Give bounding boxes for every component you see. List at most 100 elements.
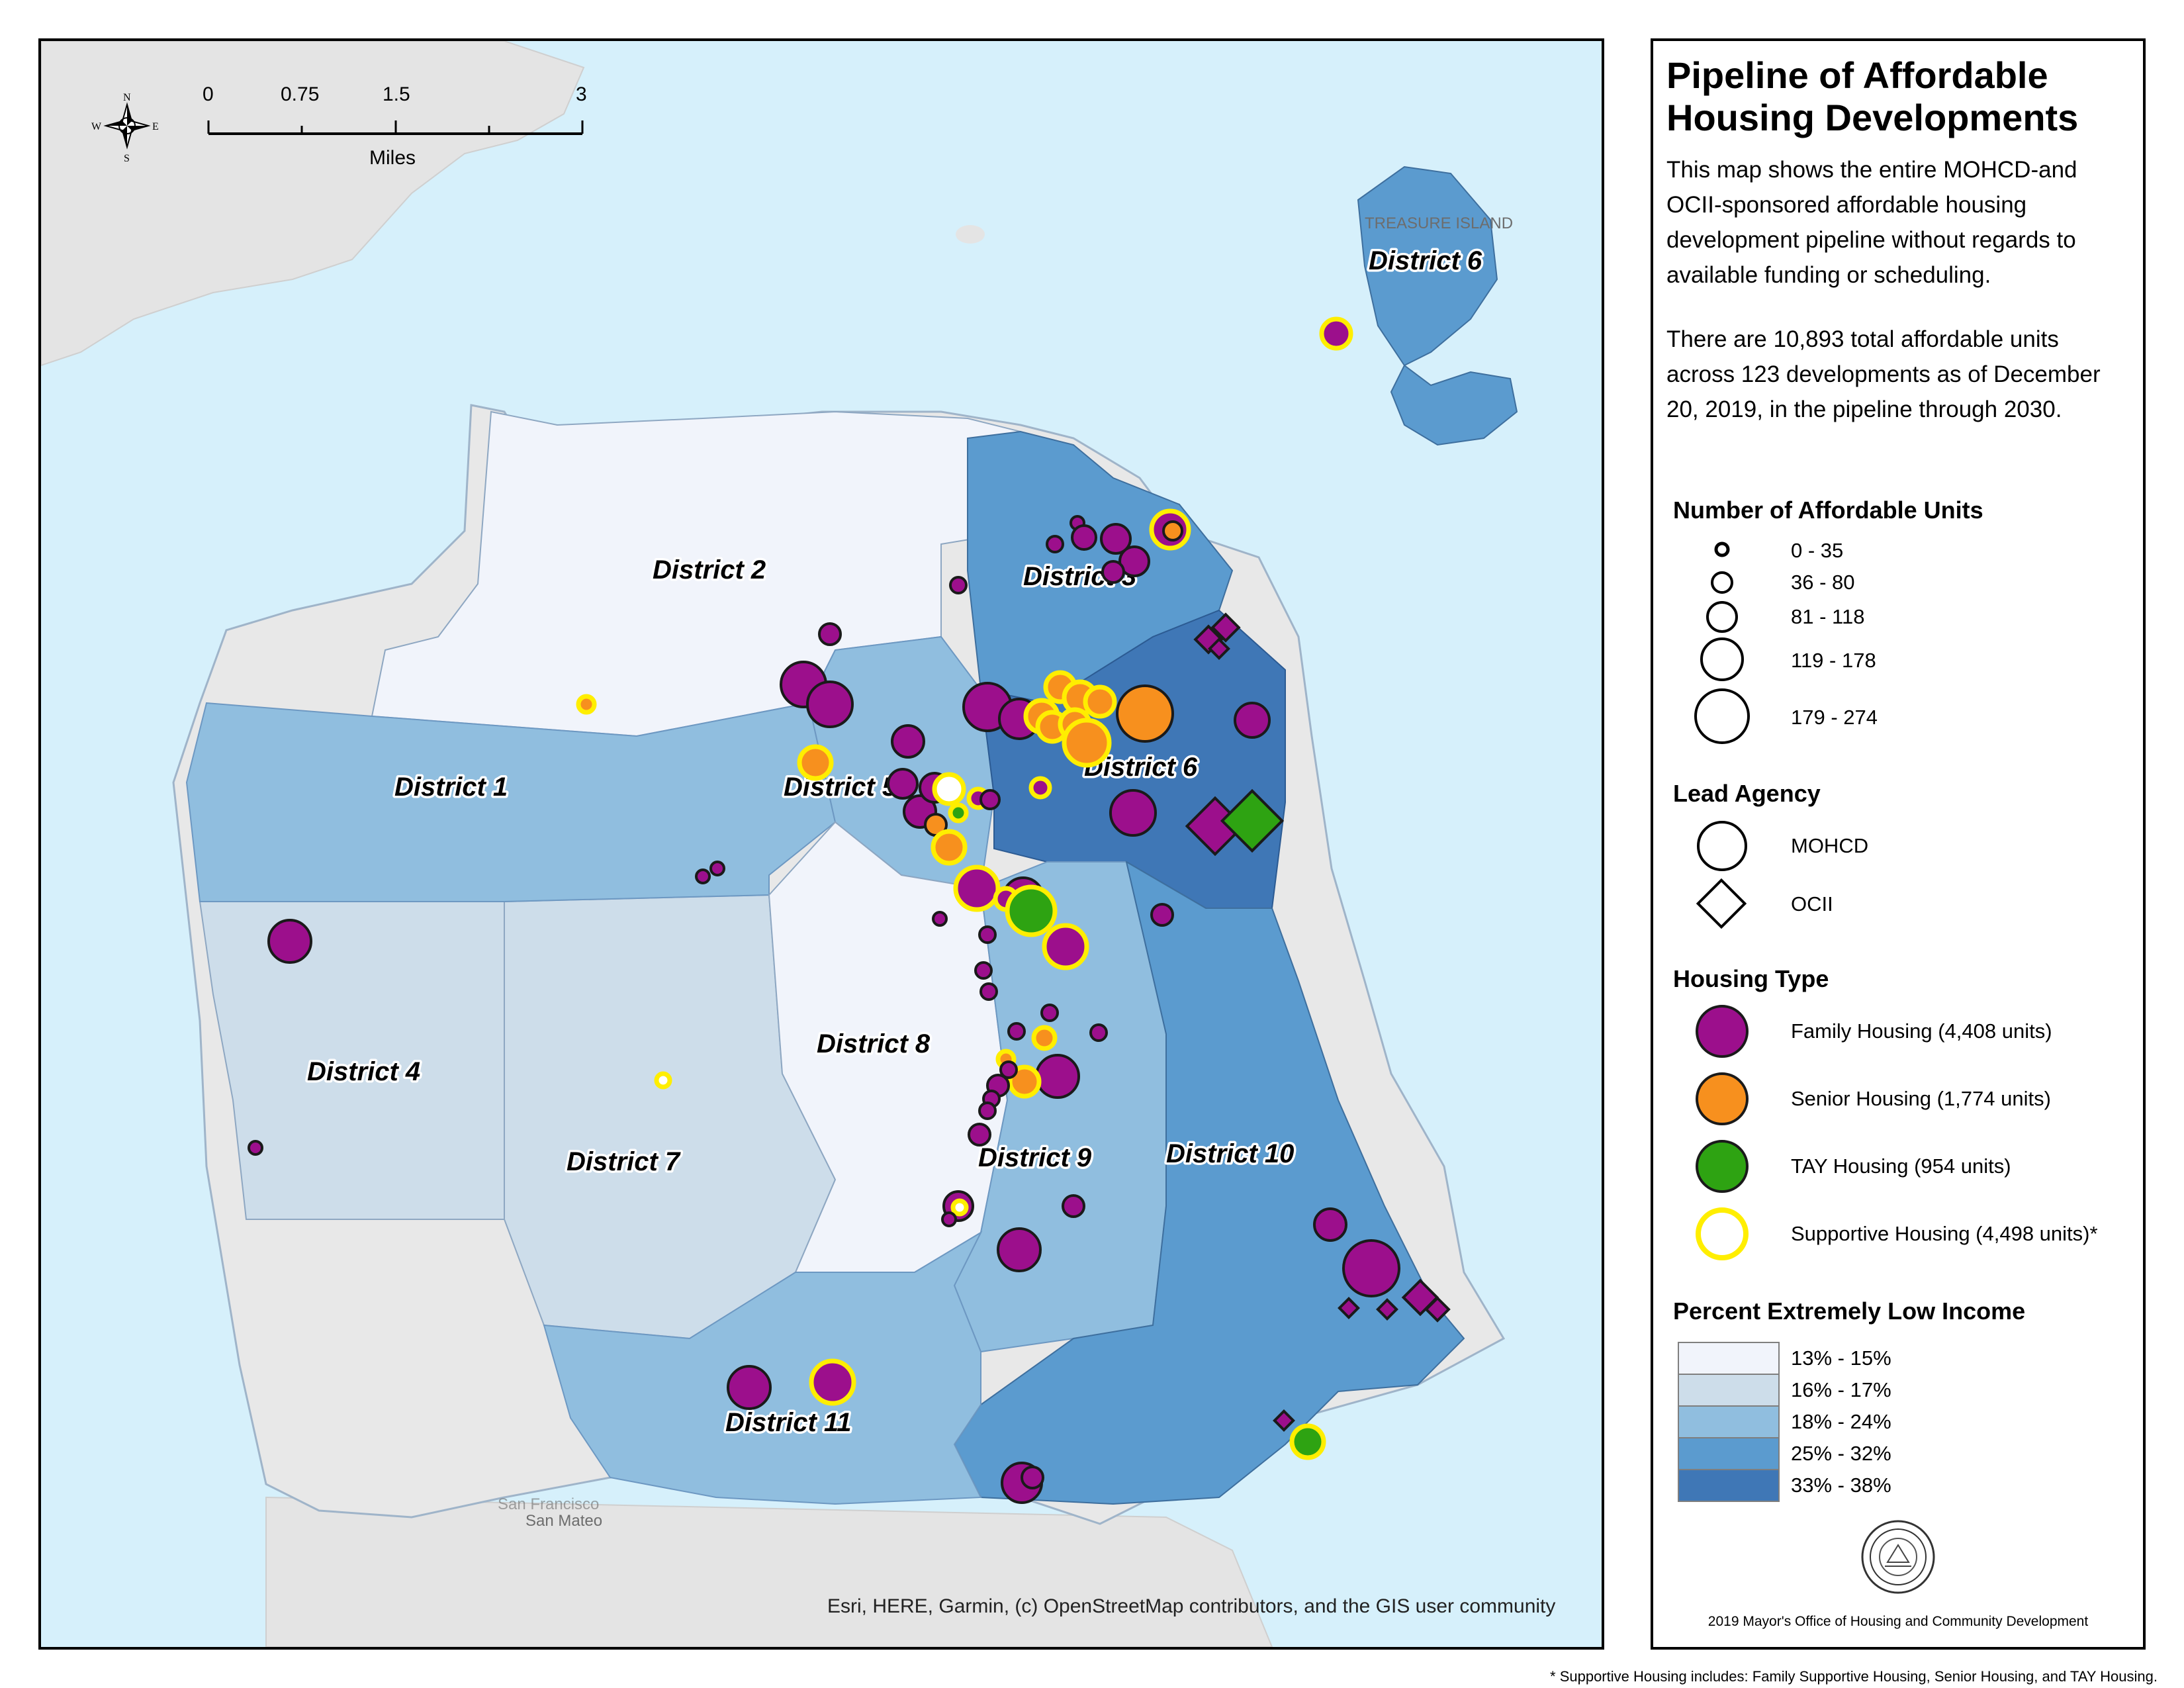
- development-marker-family-44[interactable]: [695, 868, 711, 884]
- eli-swatch-2: [1678, 1374, 1780, 1407]
- district-label-5: District 5: [784, 773, 897, 802]
- development-marker-family-74[interactable]: [1062, 1194, 1085, 1218]
- development-marker-family-54[interactable]: [267, 919, 312, 964]
- development-marker-family-82[interactable]: [727, 1365, 772, 1410]
- compass-rose-icon: N S E W: [91, 92, 159, 164]
- eli-class-2: 16% - 17%: [1791, 1378, 1891, 1401]
- development-marker-family-70[interactable]: [248, 1140, 263, 1156]
- units-size-119-178: [1700, 637, 1744, 681]
- development-marker-family-56[interactable]: [979, 982, 998, 1001]
- development-marker-family-75[interactable]: [1313, 1207, 1347, 1242]
- development-marker-senior-30[interactable]: [797, 744, 834, 781]
- development-marker-family-58[interactable]: [1007, 1022, 1026, 1041]
- district-10: [953, 860, 1465, 1505]
- development-marker-family-14[interactable]: [891, 724, 925, 759]
- development-markers[interactable]: [248, 316, 1451, 1504]
- development-marker-family-76[interactable]: [997, 1227, 1042, 1272]
- development-marker-family-10[interactable]: [949, 576, 968, 594]
- development-marker-family-37[interactable]: [979, 789, 1001, 810]
- eli-class-1: 13% - 15%: [1791, 1346, 1891, 1370]
- development-marker-supportive-34[interactable]: [932, 772, 966, 806]
- development-marker-supportive-72[interactable]: [950, 1198, 969, 1217]
- development-marker-family-5[interactable]: [1100, 523, 1132, 555]
- development-marker-family-55[interactable]: [974, 961, 993, 980]
- units-class-2: 36 - 80: [1791, 571, 1855, 594]
- san-francisco-basemap-label: San Francisco: [498, 1495, 599, 1513]
- development-marker-family-57[interactable]: [1040, 1004, 1059, 1022]
- development-marker-family-68[interactable]: [968, 1123, 991, 1147]
- development-marker-family-7[interactable]: [1101, 560, 1125, 584]
- development-marker-tay-43[interactable]: [1220, 788, 1285, 853]
- development-marker-family-13[interactable]: [806, 680, 854, 728]
- legend-panel: Pipeline of Affordable Housing Developme…: [1651, 38, 2146, 1650]
- development-marker-senior-63[interactable]: [1007, 1064, 1042, 1099]
- development-marker-senior-20[interactable]: [1083, 684, 1117, 719]
- development-marker-family-78[interactable]: [1338, 1297, 1360, 1319]
- legend-description: This map shows the entire MOHCD-and OCII…: [1666, 157, 2077, 288]
- housing-tay-label: TAY Housing (954 units): [1791, 1154, 2011, 1178]
- development-marker-senior-24[interactable]: [1116, 684, 1174, 743]
- eli-section-title: Percent Extremely Low Income: [1673, 1297, 2026, 1325]
- development-marker-senior-23[interactable]: [1062, 718, 1112, 768]
- eli-class-5: 33% - 38%: [1791, 1474, 1891, 1497]
- development-marker-family-73[interactable]: [941, 1211, 957, 1227]
- development-marker-family-26[interactable]: [1210, 612, 1241, 643]
- treasure-island: [1357, 165, 1498, 367]
- development-marker-family-52[interactable]: [978, 925, 997, 944]
- development-marker-family-87[interactable]: [1021, 1466, 1044, 1489]
- development-marker-family-25[interactable]: [1234, 702, 1271, 739]
- treasure-island-basemap-label: TREASURE ISLAND: [1365, 214, 1513, 232]
- development-marker-family-6[interactable]: [1118, 545, 1150, 577]
- development-marker-tay-35[interactable]: [948, 802, 969, 823]
- development-marker-family-31[interactable]: [887, 768, 919, 800]
- housing-section-title: Housing Type: [1673, 965, 1829, 992]
- housing-senior-label: Senior Housing (1,774 units): [1791, 1087, 2051, 1110]
- district-label-8: District 8: [817, 1029, 931, 1058]
- development-marker-family-79[interactable]: [1376, 1298, 1398, 1321]
- development-marker-family-81[interactable]: [1424, 1296, 1451, 1323]
- scale-unit: Miles: [369, 147, 416, 169]
- development-marker-family-51[interactable]: [932, 911, 948, 927]
- san-mateo-basemap-label: San Mateo: [525, 1512, 602, 1530]
- angel-island: [956, 225, 985, 244]
- development-marker-family-41[interactable]: [1109, 789, 1157, 837]
- development-marker-family-45[interactable]: [709, 861, 725, 876]
- development-marker-senior-9[interactable]: [1162, 520, 1183, 541]
- development-marker-family-28[interactable]: [1208, 637, 1230, 660]
- development-marker-tay-49[interactable]: [1005, 884, 1058, 937]
- map-canvas[interactable]: TREASURE ISLAND San Mateo San Francisco …: [41, 41, 1602, 1647]
- development-marker-family-67[interactable]: [978, 1102, 997, 1120]
- development-marker-family-83[interactable]: [809, 1358, 856, 1406]
- development-marker-family-50[interactable]: [1150, 903, 1174, 927]
- scale-tick-075: 0.75: [281, 83, 319, 105]
- development-marker-senior-29[interactable]: [576, 694, 597, 715]
- development-marker-family-64[interactable]: [999, 1060, 1018, 1079]
- development-marker-family-38[interactable]: [1028, 776, 1052, 800]
- development-marker-family-4[interactable]: [1071, 524, 1097, 551]
- units-size-81-118: [1706, 601, 1738, 633]
- development-marker-senior-40[interactable]: [931, 829, 968, 866]
- compass-s: S: [124, 153, 130, 164]
- development-marker-senior-59[interactable]: [1031, 1025, 1058, 1051]
- legend-symbols: [1678, 541, 1935, 1594]
- development-marker-family-84[interactable]: [1273, 1409, 1295, 1432]
- development-marker-family-60[interactable]: [1089, 1023, 1108, 1042]
- peninsula-land: [265, 1496, 1273, 1647]
- housing-senior-symbol: [1696, 1072, 1749, 1125]
- development-marker-family-77[interactable]: [1342, 1239, 1400, 1297]
- yerba-buena-island: [1390, 364, 1518, 446]
- development-marker-family-11[interactable]: [818, 622, 842, 646]
- development-marker-family-1[interactable]: [1319, 316, 1353, 351]
- district-label-10: District 10: [1166, 1139, 1294, 1168]
- development-marker-tay-85[interactable]: [1289, 1423, 1326, 1460]
- district-label-9: District 9: [978, 1143, 1092, 1172]
- units-class-1: 0 - 35: [1791, 539, 1844, 562]
- development-marker-family-53[interactable]: [1042, 923, 1089, 970]
- development-marker-family-3[interactable]: [1046, 535, 1064, 553]
- development-marker-family-46[interactable]: [953, 865, 1001, 912]
- units-size-179-274: [1694, 688, 1750, 744]
- eli-class-3: 18% - 24%: [1791, 1410, 1891, 1433]
- development-marker-supportive-69[interactable]: [654, 1071, 672, 1090]
- map-frame[interactable]: TREASURE ISLAND San Mateo San Francisco …: [38, 38, 1604, 1650]
- development-marker-family-62[interactable]: [1035, 1054, 1080, 1099]
